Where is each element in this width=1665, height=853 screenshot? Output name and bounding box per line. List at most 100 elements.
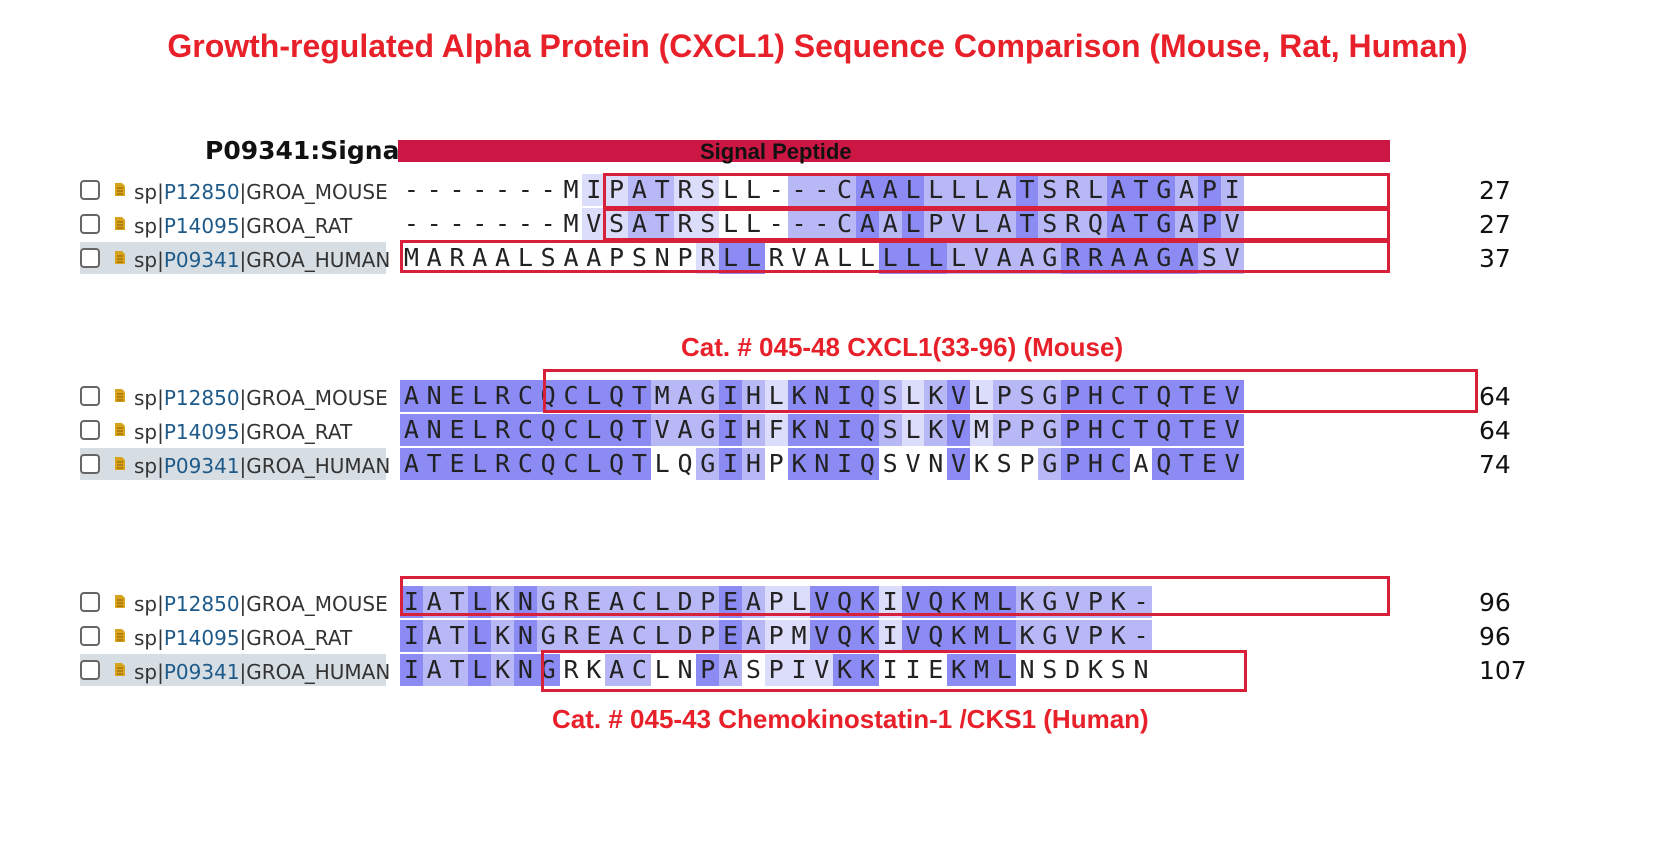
residue: V <box>791 243 807 272</box>
residue: L <box>924 242 948 274</box>
accession-link[interactable]: P12850 <box>163 180 240 204</box>
residue: K <box>1087 655 1103 684</box>
row-checkbox[interactable] <box>80 454 100 474</box>
end-position: 107 <box>1479 656 1527 685</box>
row-checkbox[interactable] <box>80 180 100 200</box>
row-checkbox[interactable] <box>80 214 100 234</box>
residue: A <box>1175 174 1198 206</box>
residue: V <box>582 208 606 240</box>
residue: C <box>833 174 856 206</box>
residue: G <box>1038 242 1062 274</box>
residue: R <box>1084 242 1107 274</box>
residue: G <box>696 380 720 412</box>
accession-link[interactable]: P14095 <box>163 420 240 444</box>
residue: P <box>677 243 693 272</box>
db-prefix: sp| <box>134 214 164 238</box>
accession-link[interactable]: P14095 <box>163 214 240 238</box>
row-checkbox[interactable] <box>80 660 100 680</box>
residue: V <box>1061 586 1084 618</box>
residue: N <box>654 243 670 272</box>
row-checkbox[interactable] <box>80 592 100 612</box>
cks1-box <box>541 650 1247 692</box>
residue: I <box>905 655 921 684</box>
residue: - <box>787 208 811 240</box>
sequence-identifier[interactable]: sp|P12850|GROA_MOUSE <box>134 592 388 616</box>
residue: - <box>449 209 465 238</box>
residue: R <box>1061 174 1084 206</box>
sequence-identifier[interactable]: sp|P09341|GROA_HUMAN <box>134 454 390 478</box>
residue: S <box>1110 655 1126 684</box>
sequence-row-label: sp|P09341|GROA_HUMAN <box>80 654 390 686</box>
row-checkbox[interactable] <box>80 420 100 440</box>
residue: M <box>970 586 993 618</box>
residue: V <box>1220 448 1244 480</box>
residue: A <box>1106 174 1130 206</box>
residue: D <box>673 586 697 618</box>
residue: K <box>973 449 989 478</box>
accession-link[interactable]: P09341 <box>163 248 240 272</box>
residue: M <box>563 209 579 238</box>
residue: R <box>491 448 514 480</box>
residue: L <box>878 242 902 274</box>
residue: A <box>586 243 602 272</box>
residue: G <box>1038 414 1062 446</box>
residue: T <box>1129 174 1153 206</box>
residue: H <box>742 380 765 412</box>
residue: H <box>1084 448 1107 480</box>
residue: R <box>563 655 579 684</box>
residue: Q <box>1152 380 1176 412</box>
entry-name: |GROA_HUMAN <box>239 454 391 478</box>
residue: P <box>992 380 1016 412</box>
accession-link[interactable]: P12850 <box>163 592 240 616</box>
residue: L <box>787 586 811 618</box>
sequence-identifier[interactable]: sp|P09341|GROA_HUMAN <box>134 660 390 684</box>
entry-name: |GROA_MOUSE <box>239 592 388 616</box>
residue: S <box>696 208 720 240</box>
residue: V <box>1220 208 1244 240</box>
residue: Q <box>924 586 948 618</box>
residue: I <box>582 174 606 206</box>
residue: P <box>609 243 625 272</box>
document-icon <box>115 595 125 608</box>
db-prefix: sp| <box>134 420 164 444</box>
row-checkbox[interactable] <box>80 386 100 406</box>
residue: I <box>1220 174 1244 206</box>
residue: V <box>947 414 970 446</box>
residue: P <box>924 208 948 240</box>
residue: A <box>992 208 1016 240</box>
sequence-identifier[interactable]: sp|P12850|GROA_MOUSE <box>134 386 388 410</box>
residue: L <box>742 242 765 274</box>
residue: Q <box>856 414 879 446</box>
sequence-identifier[interactable]: sp|P14095|GROA_RAT <box>134 214 352 238</box>
residue: M <box>403 243 419 272</box>
residue: P <box>768 449 784 478</box>
sequence-identifier[interactable]: sp|P14095|GROA_RAT <box>134 420 352 444</box>
residue: R <box>449 243 465 272</box>
sequence-identifier[interactable]: sp|P09341|GROA_HUMAN <box>134 248 390 272</box>
residue: I <box>833 448 856 480</box>
residue: I <box>833 414 856 446</box>
accession-link[interactable]: P12850 <box>163 386 240 410</box>
residue: I <box>719 414 742 446</box>
residue: A <box>422 654 446 686</box>
sequence-identifier[interactable]: sp|P14095|GROA_RAT <box>134 626 352 650</box>
residue: G <box>536 586 560 618</box>
entry-name: |GROA_MOUSE <box>239 386 388 410</box>
accession-link[interactable]: P14095 <box>163 626 240 650</box>
document-icon <box>115 629 125 642</box>
residue: S <box>631 243 647 272</box>
residue: K <box>491 654 514 686</box>
sequence-identifier[interactable]: sp|P12850|GROA_MOUSE <box>134 180 388 204</box>
accession-link[interactable]: P09341 <box>163 660 240 684</box>
accession-link[interactable]: P09341 <box>163 454 240 478</box>
residue: G <box>1038 380 1062 412</box>
row-checkbox[interactable] <box>80 248 100 268</box>
residue: A <box>856 208 879 240</box>
residue: P <box>1019 449 1035 478</box>
signal-peptide-label: Signal Peptide <box>700 139 852 164</box>
mouse-product-annotation: Cat. # 045-48 CXCL1(33-96) (Mouse) <box>681 332 1124 362</box>
row-checkbox[interactable] <box>80 626 100 646</box>
residue: A <box>673 380 697 412</box>
residue: V <box>947 380 970 412</box>
residue: K <box>947 586 970 618</box>
